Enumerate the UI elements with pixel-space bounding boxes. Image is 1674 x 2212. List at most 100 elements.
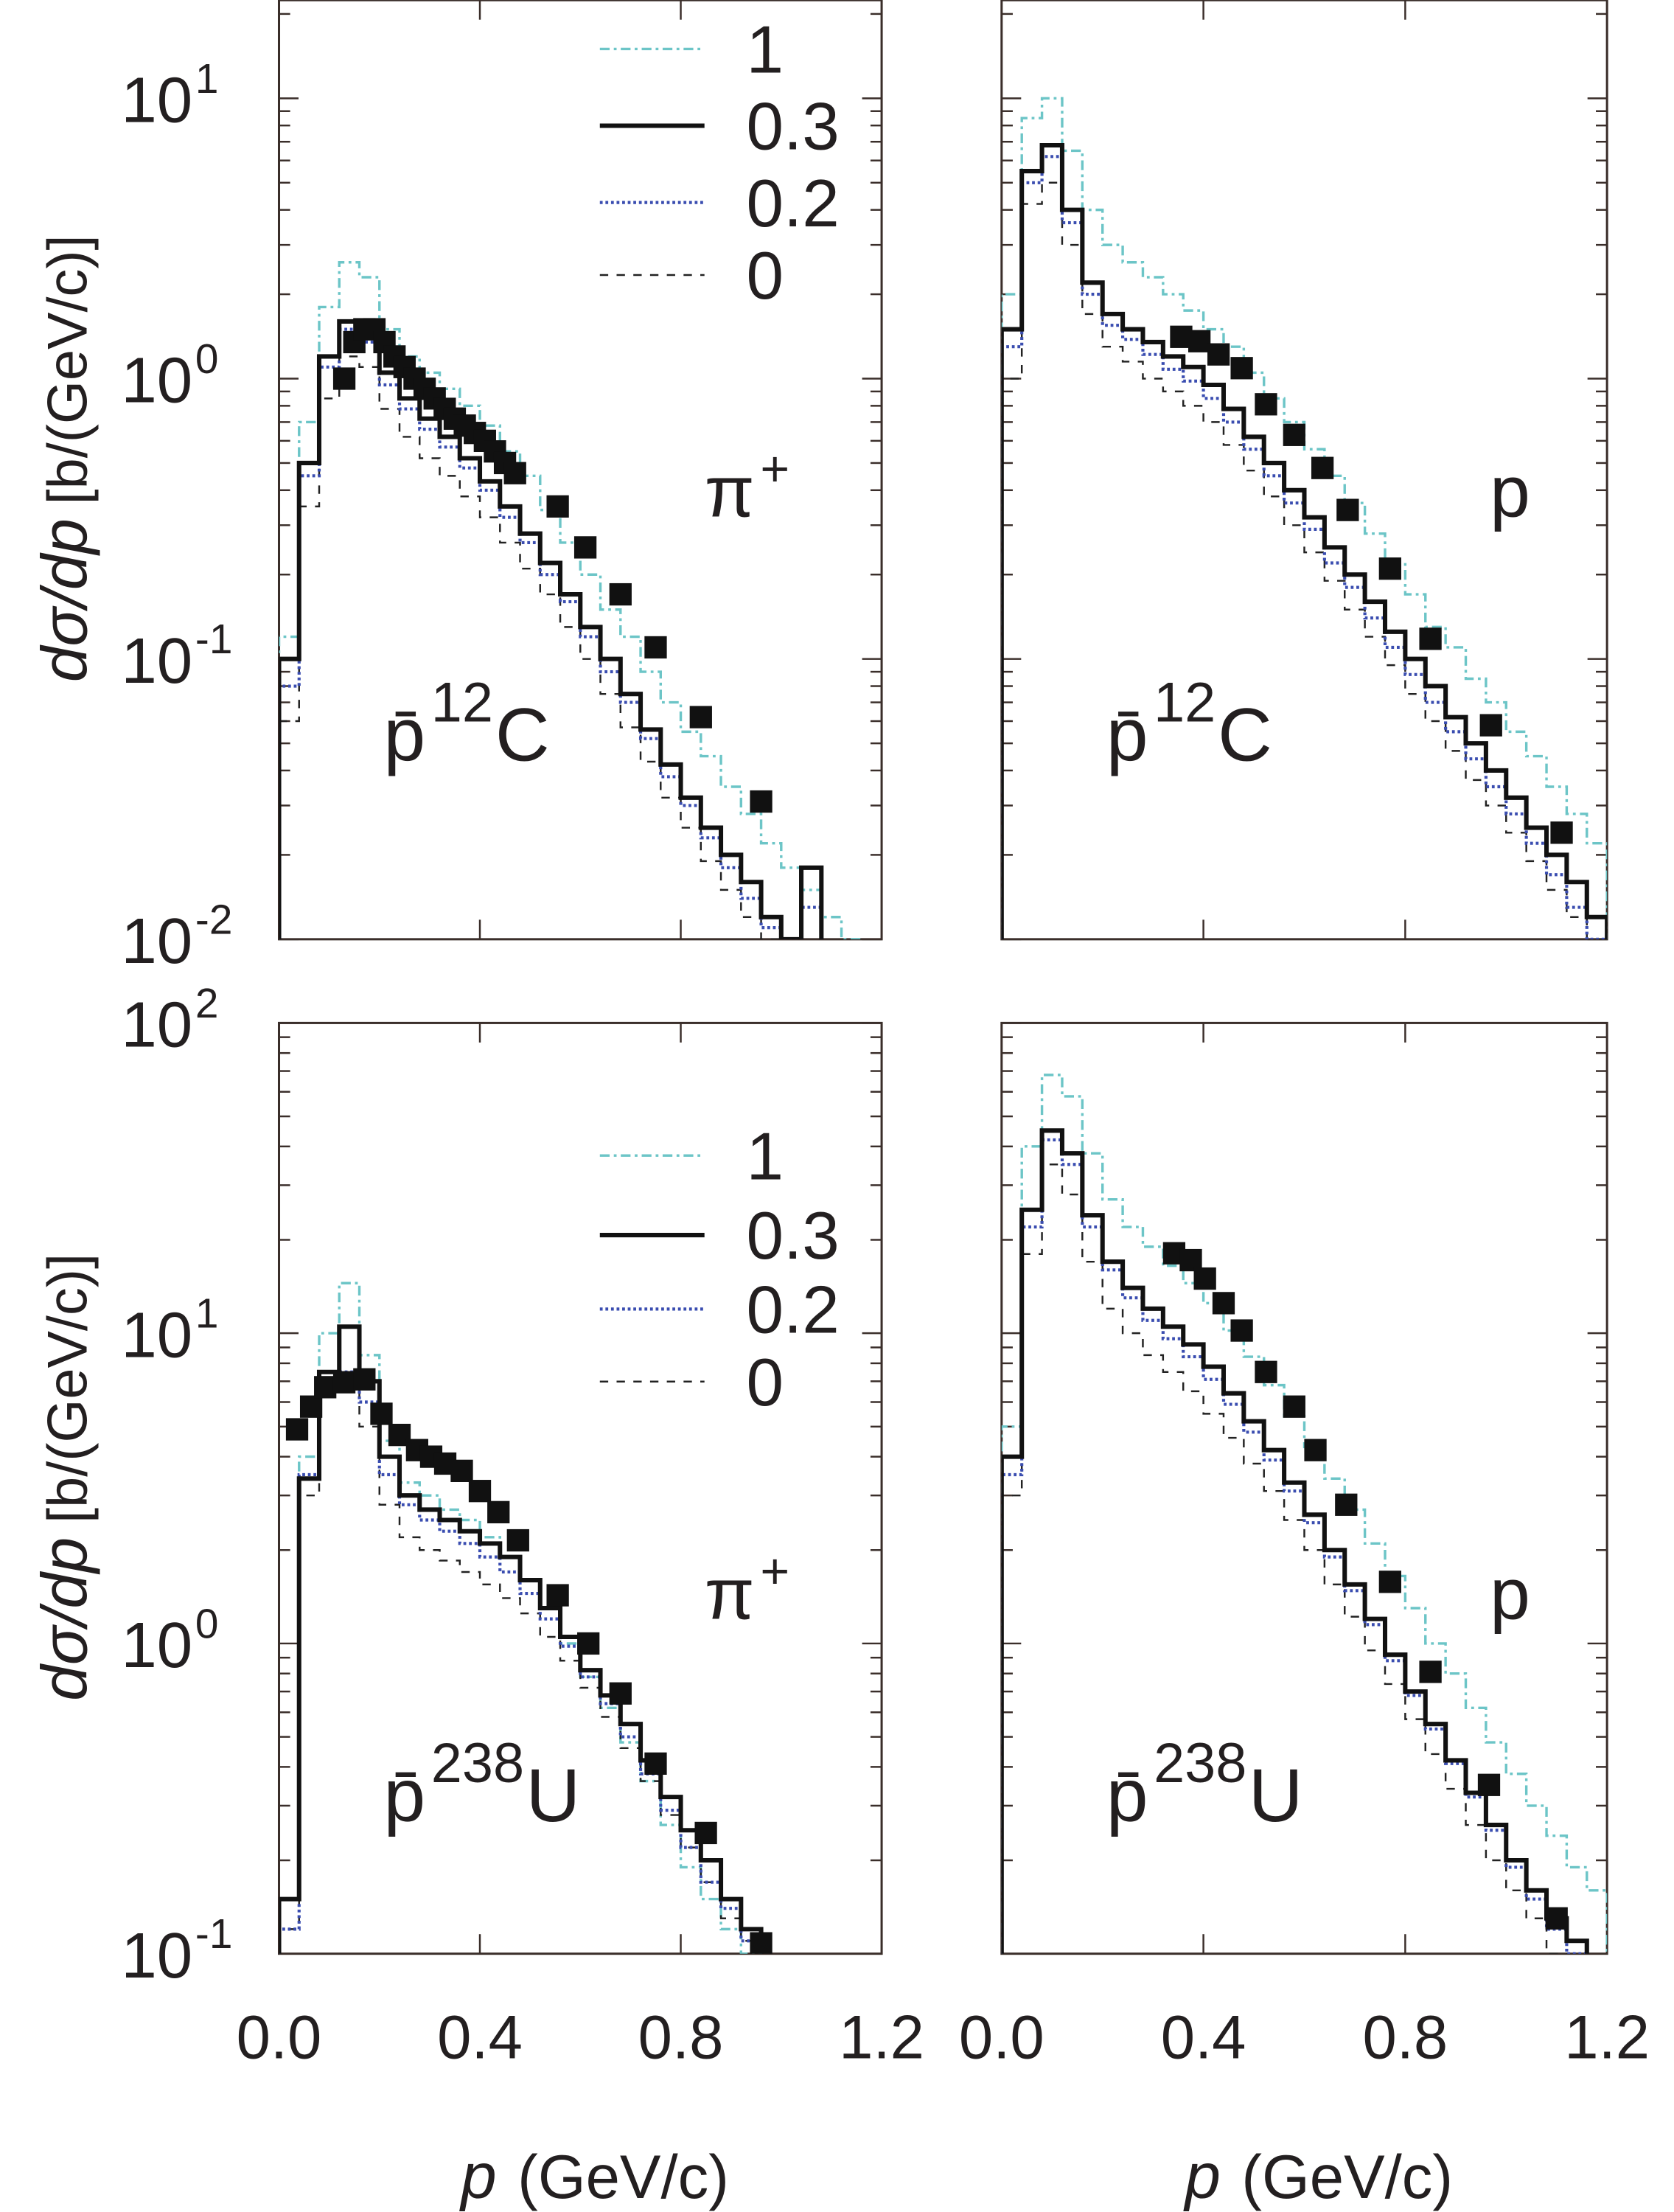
data-point [1230, 1319, 1253, 1342]
histogram-bottom-left-model-0 [279, 1384, 762, 1954]
particle-charge: + [760, 1543, 789, 1599]
data-point [609, 582, 632, 606]
legend-label: 0.2 [746, 167, 839, 241]
y-tick-label-exponent: -1 [195, 616, 232, 663]
x-axis-label-variable: p [1183, 2140, 1221, 2212]
histogram-bottom-right-model-0p2 [1001, 1138, 1588, 1954]
x-tick-label: 0.8 [638, 2003, 724, 2072]
particle-label: π [705, 1553, 755, 1634]
particle-label: p [1490, 1553, 1530, 1634]
histogram-bottom-left-model-0p2 [279, 1370, 763, 1954]
y-tick-label-base: 10 [121, 990, 192, 1061]
data-point [1477, 1773, 1501, 1796]
data-point [750, 1932, 773, 1954]
y-tick-label-exponent: 0 [195, 1601, 219, 1647]
data-point [285, 1418, 309, 1441]
target-element: U [526, 1753, 580, 1837]
data-point [1545, 1907, 1568, 1930]
data-point [694, 1821, 717, 1845]
target-element: C [495, 692, 550, 777]
legend-label: 1 [746, 13, 784, 88]
legend-label: 0.3 [746, 1199, 839, 1273]
particle-label: π [705, 451, 755, 532]
x-tick-label: 1.2 [1564, 2003, 1650, 2072]
y-axis-label-unit: [b/(GeV/c)] [36, 1253, 99, 1523]
y-tick-label-base: 10 [121, 1920, 192, 1992]
data-point [1378, 557, 1401, 580]
plot-frame [277, 0, 883, 941]
histogram-bottom-left-model-0p3 [279, 1324, 764, 1954]
data-point [299, 1395, 323, 1418]
histogram-top-left-model-1 [279, 261, 863, 939]
target-mass-number: 12 [431, 672, 493, 734]
data-point [644, 636, 667, 659]
y-tick-label-exponent: 1 [195, 56, 219, 102]
y-axis-label-quantity: dσ/dp [29, 1537, 100, 1701]
y-tick-label-base: 10 [121, 625, 192, 697]
data-point [1255, 393, 1277, 416]
y-tick-label-base: 10 [121, 65, 192, 136]
data-point [1378, 1571, 1401, 1593]
histogram-bottom-right-model-0 [1001, 1164, 1568, 1954]
target-mass-number: 12 [1154, 672, 1216, 734]
y-axis-label: dσ/dp [b/(GeV/c)] [29, 234, 100, 682]
histogram-top-right-model-0p3 [1001, 142, 1608, 939]
x-tick-label: 0.4 [437, 2003, 523, 2072]
data-point [573, 536, 597, 559]
y-tick-label-base: 10 [121, 905, 192, 977]
data-point [1479, 714, 1502, 737]
histogram-top-left-model-0 [279, 355, 783, 939]
data-point [450, 1459, 473, 1482]
legend-label: 0 [746, 239, 784, 313]
data-point [1283, 1395, 1305, 1418]
data-point [353, 1368, 376, 1391]
x-axis-label-unit: (GeV/c) [1241, 2143, 1453, 2211]
data-point [1188, 330, 1211, 352]
y-tick-label-exponent: 2 [195, 981, 219, 1027]
data-point [689, 706, 712, 728]
y-tick-label-exponent: 0 [195, 336, 219, 383]
target-mass-number: 238 [431, 1732, 524, 1795]
y-axis-label-quantity: dσ/dp [29, 518, 100, 682]
data-point [1193, 1267, 1216, 1290]
y-tick-label-base: 10 [121, 345, 192, 417]
data-point [370, 1402, 393, 1425]
particle-charge: + [760, 441, 789, 497]
data-point [577, 1632, 600, 1655]
data-point [1419, 1660, 1442, 1683]
projectile-label: p̄ [383, 1753, 425, 1837]
histogram-bottom-right-model-0p3 [1001, 1128, 1589, 1954]
y-tick-label-base: 10 [121, 1299, 192, 1371]
y-tick-label-exponent: 1 [195, 1291, 219, 1338]
legend-label: 0.2 [746, 1273, 839, 1348]
data-point [487, 1500, 510, 1523]
legend-label: 0 [746, 1346, 784, 1420]
panel-top-right: p p̄ 12 C [1000, 0, 1608, 941]
legend-label: 0.3 [746, 90, 839, 164]
target-element: C [1218, 692, 1272, 777]
x-axis-label-unit: (GeV/c) [517, 2143, 729, 2211]
data-point [1230, 357, 1253, 380]
x-tick-label: 0.0 [237, 2003, 322, 2072]
data-point [332, 1371, 356, 1394]
data-point [506, 1528, 529, 1552]
data-point [1419, 627, 1442, 650]
data-point [1283, 423, 1305, 446]
data-point [1311, 456, 1334, 479]
plot-frame [1000, 1021, 1608, 1955]
histogram-top-left-model-0p3 [279, 319, 824, 939]
y-axis-label: dσ/dp [b/(GeV/c)] [29, 1253, 100, 1701]
data-point [1212, 1292, 1235, 1315]
data-point [750, 790, 773, 813]
x-tick-label: 0.4 [1161, 2003, 1246, 2072]
plot-frame [1000, 0, 1608, 941]
projectile-label: p̄ [1106, 692, 1148, 777]
data-point [1255, 1360, 1277, 1383]
data-point [1336, 498, 1359, 521]
x-axis-label-variable: p [458, 2140, 496, 2212]
histogram-top-right-model-0 [1001, 181, 1608, 939]
projectile-label: p̄ [1106, 1753, 1148, 1837]
